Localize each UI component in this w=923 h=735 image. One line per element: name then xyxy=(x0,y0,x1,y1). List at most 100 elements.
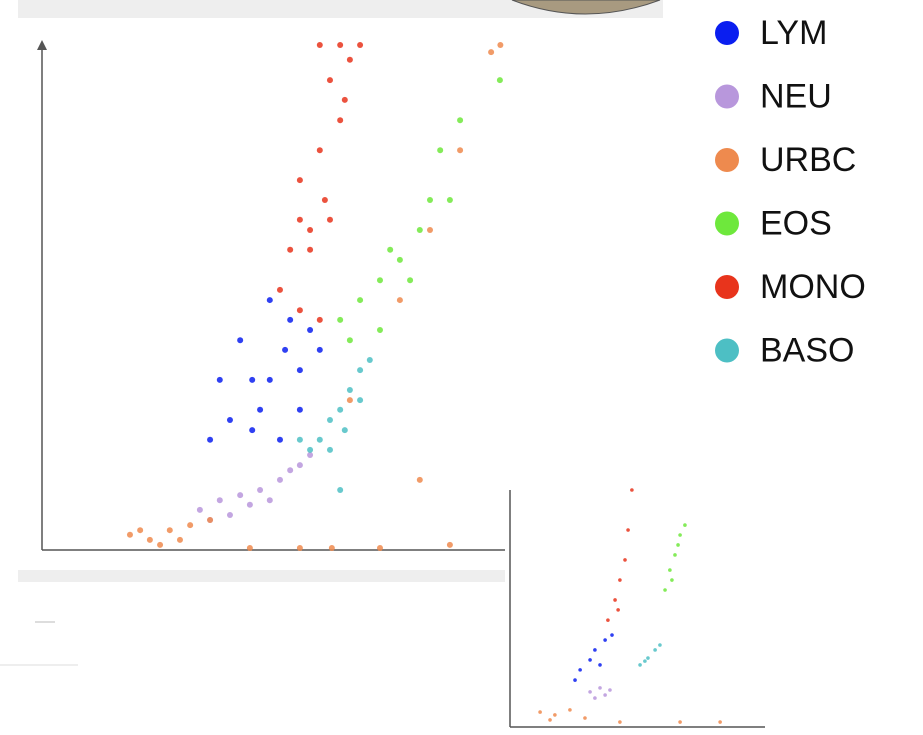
point xyxy=(357,367,364,374)
point xyxy=(618,720,622,724)
point xyxy=(593,648,597,652)
point xyxy=(296,436,303,443)
point xyxy=(578,668,582,672)
point xyxy=(226,416,233,423)
point xyxy=(316,436,323,443)
point xyxy=(593,696,597,700)
point xyxy=(307,446,314,453)
point xyxy=(326,216,333,223)
point xyxy=(276,286,283,293)
badge-edge xyxy=(511,0,661,15)
point xyxy=(643,659,647,663)
point xyxy=(446,541,453,548)
point xyxy=(307,327,314,334)
point xyxy=(296,544,303,551)
top-band xyxy=(18,0,663,18)
legend-marker xyxy=(715,148,739,172)
point xyxy=(376,327,383,334)
point xyxy=(316,42,323,49)
point xyxy=(387,246,394,253)
point xyxy=(337,42,344,49)
point xyxy=(276,436,283,443)
point xyxy=(266,376,273,383)
point xyxy=(246,501,253,508)
point xyxy=(196,506,203,513)
point xyxy=(326,446,333,453)
point xyxy=(616,608,620,612)
point xyxy=(630,488,634,492)
point xyxy=(346,397,353,404)
point xyxy=(416,226,423,233)
point xyxy=(598,686,602,690)
legend-label: BASO xyxy=(760,331,854,369)
legend-marker xyxy=(715,84,739,109)
point xyxy=(613,598,617,602)
point xyxy=(257,406,264,413)
point xyxy=(346,56,353,63)
point xyxy=(396,297,403,304)
point xyxy=(257,487,264,494)
point xyxy=(676,543,680,547)
point xyxy=(226,511,233,518)
inset-bg xyxy=(505,485,780,735)
point xyxy=(588,658,592,662)
point xyxy=(457,117,464,124)
point xyxy=(426,226,433,233)
point xyxy=(307,452,314,459)
point xyxy=(606,618,610,622)
point xyxy=(608,688,612,692)
point xyxy=(548,718,552,722)
point xyxy=(337,406,344,413)
legend-label: NEU xyxy=(760,77,832,115)
point xyxy=(166,527,173,534)
point xyxy=(497,42,504,49)
point xyxy=(341,427,348,434)
point xyxy=(207,436,214,443)
point xyxy=(157,541,164,548)
bottom-band xyxy=(18,570,505,582)
point xyxy=(538,710,542,714)
point xyxy=(126,531,133,538)
point xyxy=(376,277,383,284)
point xyxy=(176,536,183,543)
point xyxy=(646,656,650,660)
point xyxy=(296,307,303,314)
legend-marker xyxy=(715,211,739,236)
point xyxy=(137,527,144,534)
point xyxy=(658,643,662,647)
point xyxy=(357,397,364,404)
point xyxy=(187,522,194,529)
main-plot xyxy=(37,40,505,551)
point xyxy=(673,553,677,557)
point xyxy=(366,357,373,364)
point xyxy=(266,297,273,304)
point xyxy=(341,96,348,103)
point xyxy=(488,49,495,56)
legend: LYM NEU URBC EOS MONO BASO xyxy=(715,14,866,369)
point xyxy=(296,216,303,223)
point xyxy=(316,316,323,323)
legend-marker xyxy=(715,21,739,45)
point xyxy=(296,177,303,184)
point xyxy=(678,720,682,724)
point xyxy=(568,708,572,712)
point xyxy=(376,544,383,551)
point xyxy=(321,196,328,203)
point xyxy=(216,376,223,383)
point xyxy=(346,386,353,393)
point xyxy=(446,196,453,203)
legend-label: MONO xyxy=(760,268,866,306)
point xyxy=(683,523,687,527)
point xyxy=(246,544,253,551)
legend-marker xyxy=(715,275,739,299)
point xyxy=(638,663,642,667)
point xyxy=(583,716,587,720)
legend-label: EOS xyxy=(760,204,832,242)
legend-label: LYM xyxy=(760,14,827,52)
point xyxy=(626,528,630,532)
point xyxy=(437,147,444,154)
point xyxy=(663,588,667,592)
point xyxy=(496,77,503,84)
point xyxy=(307,246,314,253)
